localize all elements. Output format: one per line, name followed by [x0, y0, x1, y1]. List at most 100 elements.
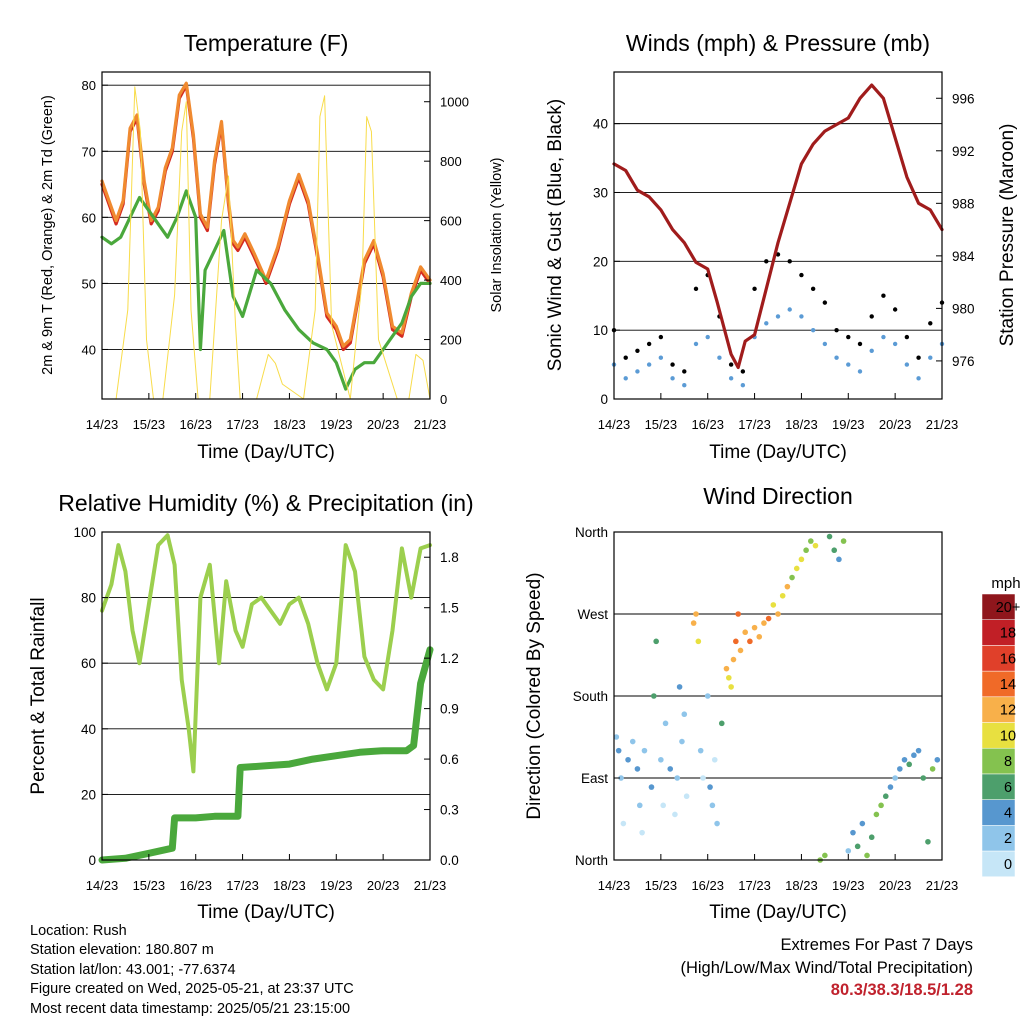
- xtick-label: 15/23: [133, 417, 166, 432]
- direction-point: [662, 720, 669, 727]
- humidity-ylabel: Percent & Total Rainfall: [28, 597, 49, 794]
- xtick-label: 15/23: [133, 878, 166, 893]
- series-point: [752, 286, 757, 292]
- ytick-right-label: 996: [952, 91, 975, 106]
- ytick-right-label: 400: [440, 273, 462, 288]
- colorbar-swatch: [981, 850, 1016, 877]
- xtick-label: 20/23: [367, 878, 400, 893]
- wind-direction-title: Wind Direction: [703, 483, 853, 509]
- temperature-ylabel: 2m & 9m T (Red, Orange) & 2m Td (Green): [40, 95, 56, 375]
- ytick-label: North: [575, 853, 608, 868]
- direction-point: [648, 784, 655, 790]
- colorbar-label: 6: [1004, 780, 1012, 796]
- direction-point: [854, 843, 861, 850]
- ytick-label: 40: [82, 342, 96, 357]
- series-point: [740, 383, 746, 388]
- ytick-right-label: 988: [952, 196, 975, 211]
- direction-point: [660, 802, 666, 809]
- series-point: [787, 259, 792, 264]
- direction-point: [887, 784, 894, 790]
- direction-point: [658, 756, 664, 763]
- humidity-panel: Relative Humidity (%) & Precipitation (i…: [28, 490, 474, 923]
- xtick-label: 18/23: [785, 878, 818, 893]
- direction-point: [761, 620, 767, 626]
- direction-point: [618, 775, 624, 781]
- ytick-label: 40: [81, 722, 96, 737]
- series-point: [717, 355, 722, 360]
- direction-point: [878, 802, 884, 809]
- series-point: [682, 383, 687, 388]
- xtick-label: 16/23: [691, 878, 724, 893]
- direction-point: [735, 611, 741, 617]
- ytick-right-label: 600: [440, 214, 462, 229]
- series-point: [928, 321, 933, 326]
- direction-point: [634, 766, 641, 772]
- xtick-label: 14/23: [86, 878, 119, 893]
- direction-point: [730, 656, 737, 663]
- xtick-label: 19/23: [832, 878, 865, 893]
- direction-point: [915, 747, 922, 754]
- direction-point: [850, 829, 856, 836]
- xtick-label: 20/23: [879, 417, 912, 432]
- direction-point: [742, 629, 748, 636]
- direction-point: [641, 747, 648, 754]
- direction-point: [674, 775, 681, 781]
- direction-point: [793, 565, 800, 572]
- plot-frame: [101, 531, 431, 861]
- direction-point: [625, 756, 631, 763]
- colorbar-label: 12: [1000, 703, 1016, 719]
- direction-point: [826, 533, 833, 540]
- direction-point: [868, 834, 875, 841]
- temperature-panel: Temperature (F) 2m & 9m T (Red, Orange) …: [40, 30, 505, 463]
- series-point: [764, 259, 769, 264]
- series-point: [928, 355, 933, 360]
- colorbar-label: 14: [1000, 677, 1016, 693]
- series-point: [869, 314, 874, 319]
- direction-point: [812, 542, 819, 549]
- series-point: [693, 286, 699, 292]
- colorbar-title: mph: [991, 575, 1020, 592]
- ytick-label: 40: [593, 117, 608, 132]
- direction-point: [697, 747, 704, 754]
- direction-point: [929, 766, 936, 772]
- direction-point: [831, 547, 838, 554]
- series-point: [810, 286, 816, 292]
- series-point: [822, 300, 828, 305]
- direction-point: [845, 848, 852, 854]
- direction-point: [864, 852, 870, 859]
- xtick-label: 21/23: [926, 417, 959, 432]
- colorbar-swatch: [981, 799, 1016, 826]
- direction-point: [723, 665, 730, 672]
- direction-point: [920, 775, 927, 781]
- direction-point: [803, 547, 809, 554]
- ytick-label: South: [573, 689, 608, 704]
- ytick-right-label: 200: [440, 333, 462, 348]
- series-line: [100, 189, 432, 391]
- direction-point: [711, 756, 718, 763]
- direction-point: [695, 638, 702, 645]
- direction-point: [629, 738, 636, 745]
- series-point: [670, 376, 675, 381]
- direction-point: [726, 674, 732, 681]
- series-point: [846, 334, 851, 340]
- ytick-label: 80: [82, 78, 96, 93]
- xtick-label: 19/23: [320, 878, 353, 893]
- xtick-label: 15/23: [645, 878, 678, 893]
- series-point: [658, 355, 664, 360]
- direction-point: [784, 583, 791, 590]
- xtick-label: 18/23: [273, 878, 306, 893]
- series-point: [834, 355, 839, 360]
- ytick-label: 80: [81, 591, 96, 606]
- xtick-label: 21/23: [926, 878, 959, 893]
- xtick-label: 16/23: [179, 417, 212, 432]
- ytick-right-label: 800: [440, 154, 462, 169]
- direction-point: [700, 775, 706, 781]
- direction-point: [925, 838, 931, 845]
- series-point: [623, 355, 628, 360]
- xtick-label: 16/23: [691, 417, 724, 432]
- ytick-label: 20: [593, 254, 608, 269]
- series-point: [635, 348, 640, 354]
- colorbar-label: 16: [1000, 651, 1016, 667]
- ytick-label: West: [577, 607, 608, 622]
